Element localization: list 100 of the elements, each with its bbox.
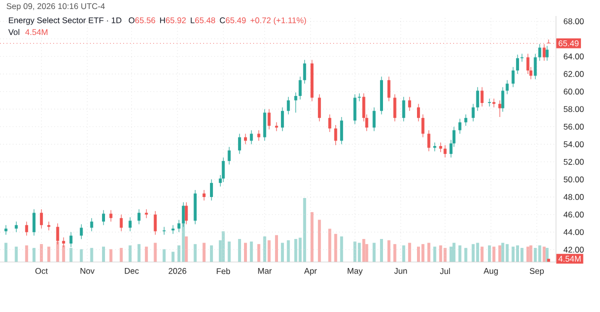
x-tick-label: Aug xyxy=(484,268,498,276)
bar xyxy=(408,242,412,262)
x-tick-label: Nov xyxy=(80,268,95,274)
bar xyxy=(286,240,290,262)
candlestick xyxy=(387,76,390,102)
y-tick-label: 52.00 xyxy=(564,158,584,165)
candlestick xyxy=(512,66,515,88)
candlestick xyxy=(408,96,412,112)
candlestick xyxy=(417,104,420,122)
candlestick xyxy=(210,179,213,201)
bar xyxy=(222,231,225,262)
candlestick xyxy=(250,130,253,145)
bar xyxy=(280,242,284,262)
chart-title: Energy Select Sector ETF · 1D xyxy=(8,17,122,25)
bar xyxy=(144,246,148,262)
bar xyxy=(268,240,271,262)
bar xyxy=(402,245,406,262)
y-tick-label: 64.00 xyxy=(564,53,584,60)
bar xyxy=(138,244,140,262)
bar xyxy=(427,242,430,262)
candlestick xyxy=(444,144,447,158)
x-tick-label: Dec xyxy=(124,268,139,274)
candlestick xyxy=(534,53,537,80)
annotation: 4.54M xyxy=(25,29,48,36)
bar xyxy=(334,234,338,262)
text: 4.54M xyxy=(558,256,581,262)
annotation: +0.72 (+1.11%) xyxy=(250,17,306,25)
bar xyxy=(542,246,546,262)
x-tick-label: Feb xyxy=(216,268,230,274)
bar xyxy=(526,246,530,262)
candlestick xyxy=(516,54,520,74)
bar xyxy=(372,242,376,262)
candlestick xyxy=(303,60,306,84)
bar xyxy=(534,248,537,262)
x-tick-label: Jun xyxy=(394,268,407,274)
bar xyxy=(194,244,197,262)
candlestick xyxy=(184,202,188,225)
annotation: H xyxy=(160,17,165,24)
y-tick-label: 50.00 xyxy=(564,176,584,182)
bar xyxy=(498,245,502,262)
candlestick xyxy=(202,190,206,201)
candlestick xyxy=(280,107,284,132)
candlestick xyxy=(222,157,225,182)
annotation: 65.92 xyxy=(166,17,186,24)
candlestick xyxy=(421,114,424,138)
annotation: O xyxy=(128,17,134,24)
annotation: C xyxy=(220,17,226,24)
bar xyxy=(310,212,314,262)
candlestick xyxy=(70,232,72,248)
bar xyxy=(318,220,321,262)
annotation: 65.49 xyxy=(226,17,246,24)
candlestick xyxy=(90,218,94,232)
candlestick xyxy=(458,118,462,134)
candlestick xyxy=(25,221,28,236)
candlestick xyxy=(40,208,43,229)
candlestick xyxy=(439,142,442,152)
bar xyxy=(452,242,456,262)
text: Sep 09, 2026 10:16 UTC-4 xyxy=(6,3,105,11)
x-tick-label: Mar xyxy=(258,268,272,274)
candlestick xyxy=(80,224,83,240)
annotation: L xyxy=(190,17,195,24)
bar xyxy=(529,245,532,262)
candlestick xyxy=(228,146,231,165)
y-tick-label: 42.00 xyxy=(564,246,584,253)
candlestick xyxy=(353,94,356,124)
candlestick xyxy=(257,130,260,142)
bar xyxy=(250,242,253,262)
candlestick xyxy=(334,124,338,146)
bar xyxy=(202,242,206,262)
candlestick xyxy=(268,108,271,130)
candlestick xyxy=(546,46,549,62)
candlestick xyxy=(340,116,344,145)
bar xyxy=(472,244,475,262)
bar xyxy=(128,245,132,262)
bar xyxy=(263,236,266,262)
bar xyxy=(387,240,390,262)
bar xyxy=(393,244,396,262)
y-tick-label: 62.00 xyxy=(564,71,584,77)
bar xyxy=(40,244,43,262)
candlestick xyxy=(464,114,468,126)
bar xyxy=(512,246,515,262)
candlestick xyxy=(172,224,174,234)
candlestick xyxy=(488,98,491,107)
bar xyxy=(458,245,462,262)
candlestick xyxy=(109,210,112,222)
bar xyxy=(228,242,231,262)
candlestick xyxy=(102,210,105,226)
candlestick xyxy=(372,107,376,132)
candlestick xyxy=(128,216,132,232)
candlestick xyxy=(402,96,406,122)
y-tick-label: 44.00 xyxy=(564,229,584,236)
bar xyxy=(358,242,361,262)
bar xyxy=(464,248,468,262)
y-tick-label: 54.00 xyxy=(564,141,584,148)
bar xyxy=(172,252,174,262)
bar xyxy=(488,245,491,262)
bar xyxy=(506,244,509,262)
bar xyxy=(480,246,484,262)
bar xyxy=(380,238,383,262)
bar xyxy=(80,249,83,262)
